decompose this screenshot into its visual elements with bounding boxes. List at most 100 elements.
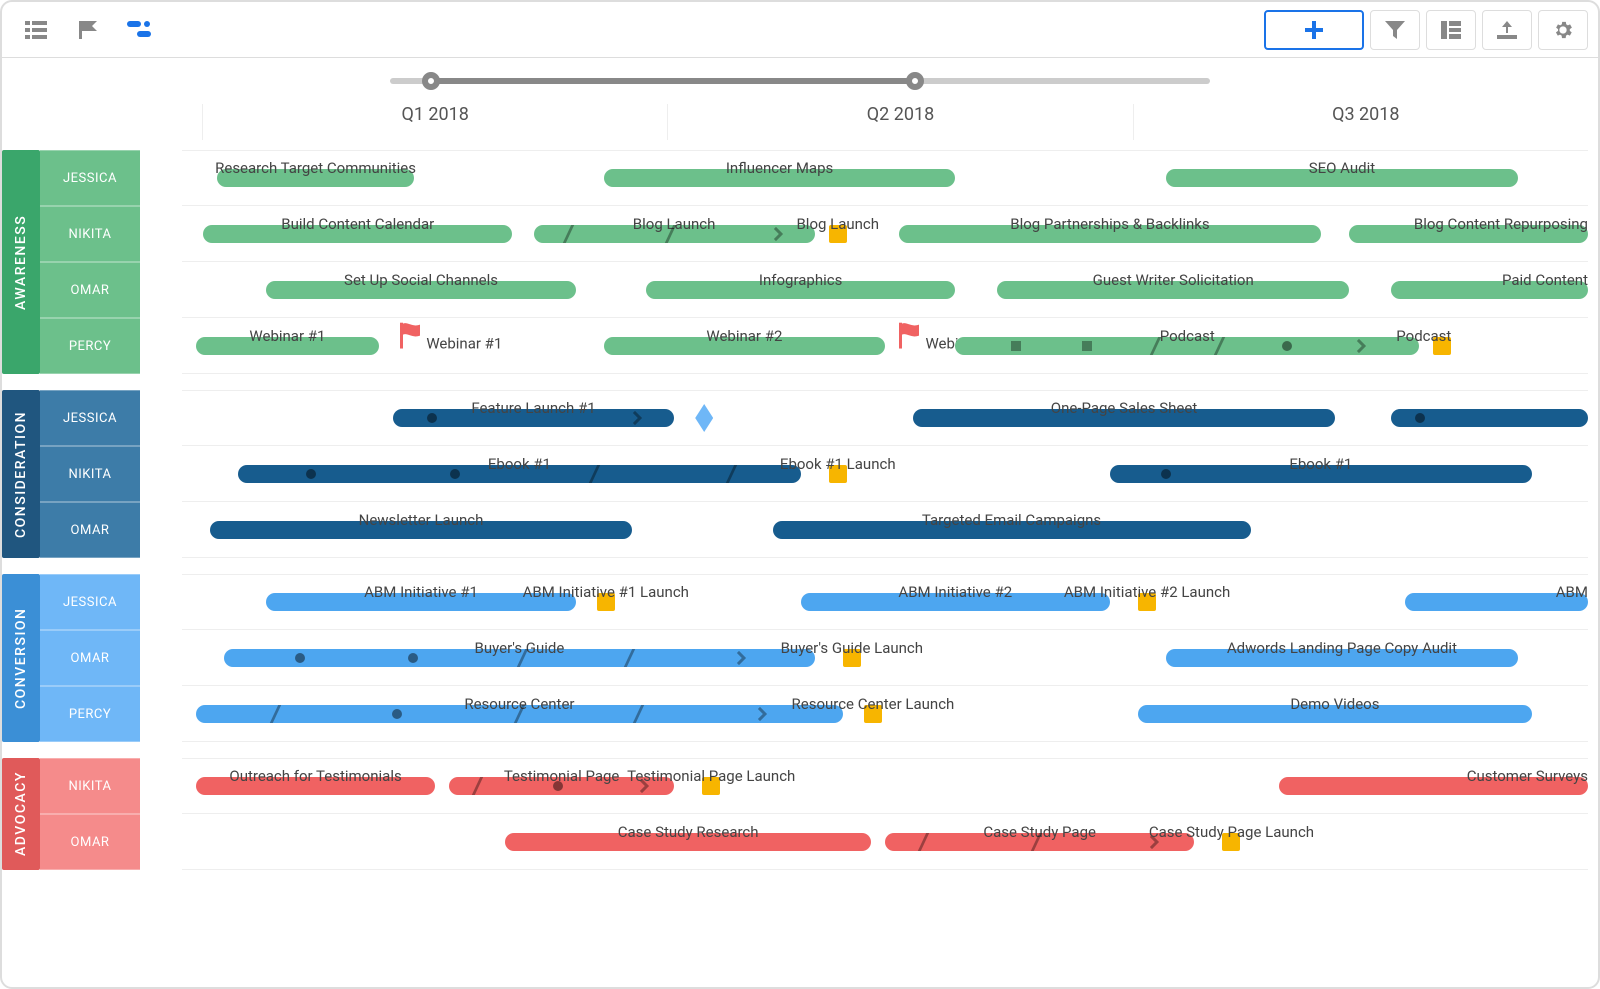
gantt-bar[interactable]: Build Content Calendar: [203, 225, 512, 243]
gantt-bar[interactable]: Targeted Email Campaigns: [773, 521, 1251, 539]
range-slider-handle-right[interactable]: [906, 72, 924, 90]
gantt-bar[interactable]: Paid Content: [1391, 281, 1588, 299]
gantt-bar-label: Targeted Email Campaigns: [922, 511, 1101, 529]
person-label[interactable]: NIKITA: [40, 446, 140, 502]
milestone-square[interactable]: ABM Initiative #2 Launch: [1138, 593, 1156, 611]
gantt-bar-label: Adwords Landing Page Copy Audit: [1227, 639, 1457, 657]
gantt-bar-label: Blog Content Repurposing: [1414, 215, 1588, 233]
milestone-label: Case Study Page Launch: [1149, 823, 1314, 841]
gantt-bar-label: Infographics: [759, 271, 842, 289]
gantt-bar[interactable]: Demo Videos: [1138, 705, 1532, 723]
gear-icon: [1552, 19, 1574, 41]
gantt-row: Feature Launch #1Feature Launch #1One-Pa…: [182, 390, 1588, 446]
gantt-bar[interactable]: Customer Surveys: [1279, 777, 1588, 795]
person-label[interactable]: JESSICA: [40, 390, 140, 446]
people-column: NIKITAOMAR: [40, 758, 140, 870]
gantt-bar[interactable]: Guest Writer Solicitation: [997, 281, 1349, 299]
filter-button[interactable]: [1370, 10, 1420, 50]
gantt-bar[interactable]: Infographics: [646, 281, 955, 299]
timeline-header: Q1 2018 Q2 2018 Q3 2018: [202, 104, 1598, 140]
plus-icon: [1305, 21, 1323, 39]
person-label[interactable]: OMAR: [40, 630, 140, 686]
group-label: CONVERSION: [2, 574, 40, 742]
gantt-row: Ebook #1 Ebook #1 Launch Ebook #1: [182, 446, 1588, 502]
gantt-bar[interactable]: ABM: [1405, 593, 1588, 611]
gantt-bar-label: Build Content Calendar: [281, 215, 434, 233]
milestone-square[interactable]: Podcast: [1433, 337, 1451, 355]
milestone-flag[interactable]: Webinar #2: [899, 322, 921, 348]
milestone-label: ABM Initiative #1 Launch: [523, 583, 689, 601]
milestone-label: ABM Initiative #2 Launch: [1064, 583, 1230, 601]
people-column: JESSICAOMARPERCY: [40, 574, 140, 742]
gantt-bar[interactable]: Outreach for Testimonials: [196, 777, 435, 795]
gantt-bar-label: Blog Launch: [633, 215, 716, 233]
milestone-label: Blog Launch: [796, 215, 879, 233]
gantt-bar[interactable]: Webinar #2: [604, 337, 885, 355]
gantt-bar[interactable]: Set Up Social Channels: [266, 281, 575, 299]
milestone-square[interactable]: Blog Launch: [829, 225, 847, 243]
person-label[interactable]: OMAR: [40, 814, 140, 870]
gantt-bar[interactable]: Webinar #1: [196, 337, 379, 355]
gantt-bar[interactable]: Newsletter Launch: [210, 521, 632, 539]
gantt-row: Set Up Social Channels Infographics Guest …: [182, 262, 1588, 318]
gantt-bar[interactable]: Influencer Maps: [604, 169, 956, 187]
gantt-bar[interactable]: Ebook #1: [1110, 465, 1532, 483]
layout-button[interactable]: [1426, 10, 1476, 50]
milestone-label: Webinar #1: [426, 334, 502, 352]
export-button[interactable]: [1482, 10, 1532, 50]
milestone-square[interactable]: Ebook #1 Launch: [829, 465, 847, 483]
gantt-bar[interactable]: Research Target Communities: [217, 169, 414, 187]
person-label[interactable]: NIKITA: [40, 758, 140, 814]
gantt-bar[interactable]: Blog Content Repurposing: [1349, 225, 1588, 243]
range-slider-handle-left[interactable]: [422, 72, 440, 90]
flag-view-button[interactable]: [64, 10, 112, 50]
person-label[interactable]: JESSICA: [40, 150, 140, 206]
milestone-square[interactable]: Testimonial Page Launch: [702, 777, 720, 795]
settings-button[interactable]: [1538, 10, 1588, 50]
gantt-view-button[interactable]: [116, 10, 164, 50]
export-icon: [1497, 21, 1517, 39]
gantt-bar[interactable]: [1391, 409, 1588, 427]
person-label[interactable]: NIKITA: [40, 206, 140, 262]
milestone-label: Buyer's Guide Launch: [781, 639, 923, 657]
gantt-bar-label: Outreach for Testimonials: [229, 767, 401, 785]
person-label[interactable]: PERCY: [40, 686, 140, 742]
person-label[interactable]: OMAR: [40, 262, 140, 318]
gantt-bar[interactable]: Feature Launch #1: [393, 409, 674, 427]
gantt-bar[interactable]: Case Study Research: [505, 833, 871, 851]
gantt-bar[interactable]: Ebook #1: [238, 465, 800, 483]
gantt-bar[interactable]: Blog Partnerships & Backlinks: [899, 225, 1321, 243]
gantt-bar[interactable]: One-Page Sales Sheet: [913, 409, 1335, 427]
person-label[interactable]: JESSICA: [40, 574, 140, 630]
toolbar: [2, 2, 1598, 58]
gantt-bar[interactable]: Podcast: [955, 337, 1419, 355]
group: CONSIDERATIONJESSICANIKITAOMARFeature La…: [2, 390, 1598, 558]
gantt-row: Outreach for Testimonials Testimonial Pag…: [182, 758, 1588, 814]
gantt-bar[interactable]: Resource Center: [196, 705, 843, 723]
milestone-label: Feature Launch #1: [717, 399, 841, 417]
milestone-square[interactable]: ABM Initiative #1 Launch: [597, 593, 615, 611]
gantt-bar[interactable]: Blog Launch: [534, 225, 815, 243]
milestone-square[interactable]: Case Study Page Launch: [1222, 833, 1240, 851]
gantt-bar-label: Ebook #1: [488, 455, 551, 473]
milestone-flag[interactable]: Webinar #1: [400, 322, 422, 348]
gantt-row: Buyer's GuideBuyer's Guide LaunchAdwords…: [182, 630, 1588, 686]
gantt-bar-label: Paid Content: [1502, 271, 1588, 289]
gantt-bar-label: SEO Audit: [1309, 159, 1375, 177]
list-view-button[interactable]: [12, 10, 60, 50]
gantt-bar[interactable]: SEO Audit: [1166, 169, 1518, 187]
milestone-diamond[interactable]: Feature Launch #1: [695, 404, 713, 432]
add-button[interactable]: [1264, 10, 1364, 50]
gantt-bar[interactable]: Buyer's Guide: [224, 649, 815, 667]
person-label[interactable]: OMAR: [40, 502, 140, 558]
gantt-bar[interactable]: Adwords Landing Page Copy Audit: [1166, 649, 1518, 667]
gantt-bar-label: Blog Partnerships & Backlinks: [1010, 215, 1209, 233]
app-frame: Q1 2018 Q2 2018 Q3 2018 AWARENESSJESSICA…: [0, 0, 1600, 989]
gantt-bar-label: Feature Launch #1: [471, 399, 595, 417]
gantt-bar-label: ABM: [1556, 583, 1588, 601]
milestone-square[interactable]: Buyer's Guide Launch: [843, 649, 861, 667]
gantt-row: Case Study ResearchCase Study PageCase S…: [182, 814, 1588, 870]
milestone-square[interactable]: Resource Center Launch: [864, 705, 882, 723]
range-slider[interactable]: [390, 78, 1210, 84]
person-label[interactable]: PERCY: [40, 318, 140, 374]
